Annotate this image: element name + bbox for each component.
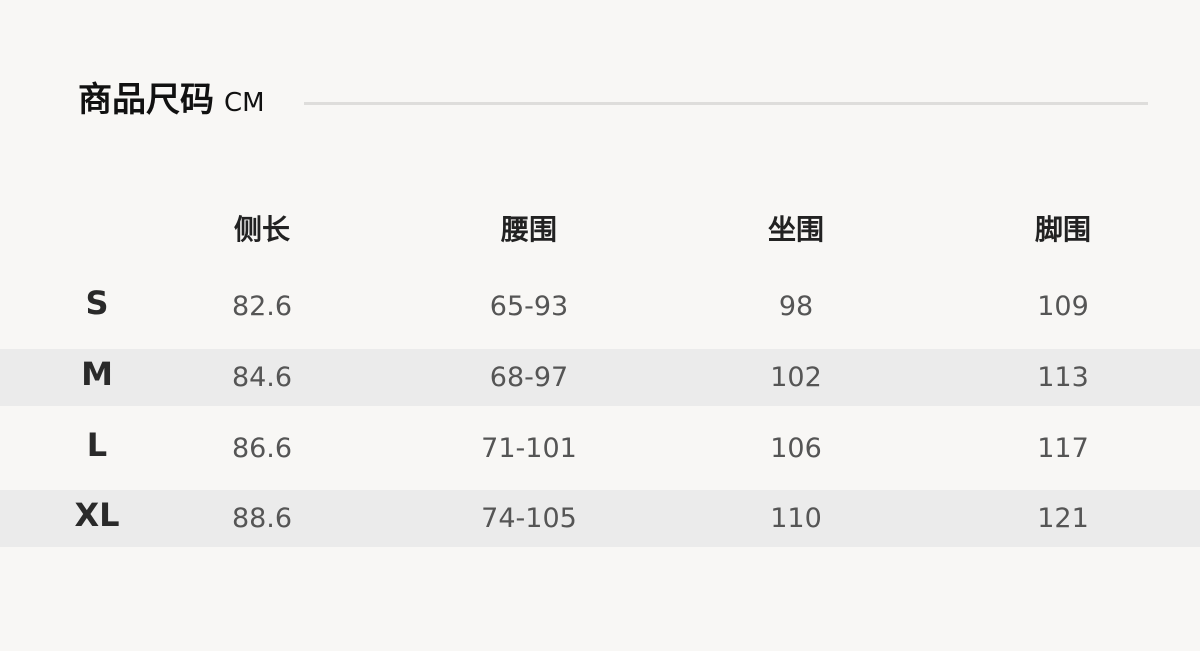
table-cell: 74-105 <box>481 503 577 534</box>
size-label: XL <box>74 496 120 534</box>
column-header: 脚围 <box>1034 213 1091 246</box>
table-row: L 86.6 71-101 106 117 <box>0 420 1200 477</box>
table-cell: 82.6 <box>231 291 293 322</box>
title-divider <box>304 102 1148 105</box>
table-header: 侧长 腰围 坐围 脚围 <box>0 201 1200 258</box>
table-cell: 106 <box>770 433 822 464</box>
table-cell: 110 <box>770 503 822 534</box>
table-row: S 82.6 65-93 98 109 <box>0 278 1200 335</box>
table-cell: 98 <box>778 291 814 322</box>
size-label: M <box>81 355 113 393</box>
table-cell: 109 <box>1037 291 1089 322</box>
table-cell: 88.6 <box>231 503 293 534</box>
table-cell: 102 <box>770 362 822 393</box>
table-cell: 65-93 <box>489 291 569 322</box>
table-cell: 113 <box>1037 362 1089 393</box>
column-header: 侧长 <box>233 213 290 246</box>
table-cell: 121 <box>1037 503 1089 534</box>
table-cell: 84.6 <box>231 362 293 393</box>
column-header: 坐围 <box>767 213 824 246</box>
table-row: XL 88.6 74-105 110 121 <box>0 490 1200 547</box>
size-label: L <box>86 426 108 464</box>
unit-label: CM <box>224 88 265 118</box>
table-cell: 71-101 <box>481 433 577 464</box>
size-label: S <box>85 284 109 322</box>
title-text: 商品尺码 <box>78 80 214 120</box>
page-title: 商品尺码 CM <box>78 72 265 121</box>
table-cell: 68-97 <box>489 362 569 393</box>
table-row: M 84.6 68-97 102 113 <box>0 349 1200 406</box>
table-cell: 117 <box>1037 433 1089 464</box>
column-header: 腰围 <box>500 213 557 246</box>
table-cell: 86.6 <box>231 433 293 464</box>
